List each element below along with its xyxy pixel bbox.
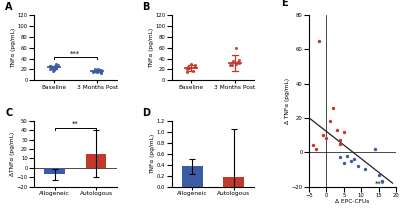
Point [323,137,330,140]
Point [337,142,344,145]
Point [313,147,319,151]
Point [91,69,97,72]
Point [47,64,53,68]
Point [52,62,59,66]
Point [192,66,198,69]
Point [234,61,241,64]
Point [92,69,98,73]
Point [185,65,191,68]
Point [94,70,100,73]
Point [53,67,59,70]
Point [309,144,316,147]
Point [354,164,361,168]
Point [192,63,198,67]
Point [48,67,55,70]
Point [330,106,336,109]
Bar [44,168,65,174]
Point [96,68,102,72]
Point [348,159,354,162]
Text: **: ** [72,121,79,127]
Point [341,161,347,164]
Y-axis label: TNFα (pg/mL): TNFα (pg/mL) [11,28,16,68]
Point [233,46,240,49]
Y-axis label: TNFα (pg/mL): TNFα (pg/mL) [149,28,154,68]
Point [95,69,101,72]
Text: C: C [5,108,12,118]
Point [50,68,57,72]
Point [379,180,385,183]
Point [50,68,57,71]
Point [230,60,236,63]
Text: ***: *** [375,181,386,187]
Bar [223,177,244,187]
Text: B: B [142,2,150,12]
Text: D: D [142,108,150,118]
Point [236,61,242,65]
Point [184,68,190,71]
Point [90,70,96,73]
Point [92,68,98,71]
Point [98,71,104,74]
Point [337,138,344,142]
Bar [86,154,106,168]
Point [98,68,104,72]
Point [327,120,333,123]
Point [232,62,239,66]
Point [372,147,378,151]
X-axis label: Δ EPC-CFUs: Δ EPC-CFUs [335,199,370,204]
Point [50,69,56,72]
Y-axis label: Δ TNFα (pg/mL): Δ TNFα (pg/mL) [285,78,290,124]
Point [362,168,368,171]
Point [98,71,104,74]
Text: ***: *** [70,51,80,57]
Point [184,71,190,74]
Point [190,69,196,72]
Point [49,65,56,68]
Point [227,63,234,67]
Point [53,66,60,70]
Y-axis label: ΔTNFα (pg/mL): ΔTNFα (pg/mL) [10,132,15,176]
Point [188,62,195,66]
Point [47,67,53,71]
Point [344,154,350,157]
Point [186,67,192,70]
Point [376,173,382,176]
Y-axis label: TNFα (pg/mL): TNFα (pg/mL) [150,134,156,174]
Point [52,64,58,67]
Point [94,69,100,73]
Point [228,63,235,67]
Point [341,130,347,133]
Point [351,157,358,161]
Point [320,133,326,137]
Point [94,68,101,71]
Point [337,156,344,159]
Text: A: A [5,2,12,12]
Point [316,39,323,42]
Point [98,71,104,74]
Point [47,64,53,68]
Point [51,66,57,69]
Point [92,69,98,72]
Point [334,128,340,132]
Point [235,58,242,61]
Point [54,63,61,67]
Text: E: E [281,0,288,8]
Bar [182,166,202,187]
